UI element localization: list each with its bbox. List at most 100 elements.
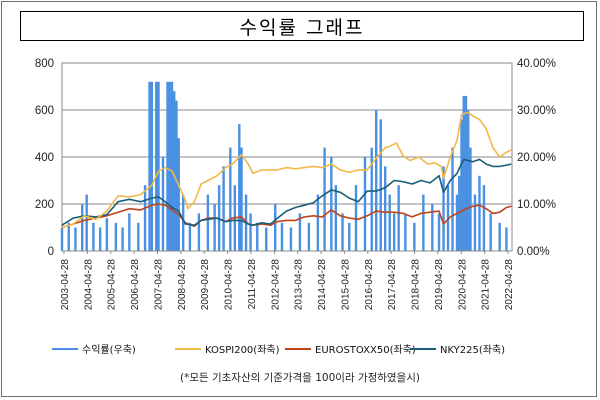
return-bar — [155, 81, 158, 251]
series-point — [472, 115, 474, 117]
series-point — [157, 170, 160, 172]
return-bar — [458, 175, 461, 251]
return-bar — [166, 81, 169, 251]
series-point — [429, 182, 431, 184]
series-point — [294, 168, 297, 170]
series-point — [72, 217, 74, 219]
series-point — [321, 166, 323, 169]
series-point — [505, 151, 507, 153]
series-point — [252, 224, 254, 226]
series-point — [478, 118, 481, 120]
series-point — [95, 216, 97, 218]
return-bar — [60, 227, 64, 251]
legend-label: NKY225(좌축) — [440, 344, 505, 356]
series-point — [472, 161, 474, 163]
return-bar — [92, 222, 95, 251]
series-point — [252, 172, 254, 175]
return-bar — [265, 227, 268, 251]
series-point — [312, 202, 314, 204]
series-point — [438, 210, 440, 212]
series-point — [128, 198, 130, 200]
x-axis-tick-label: 2022-04-28 — [504, 259, 515, 311]
left-axis-tick-label: 600 — [35, 105, 54, 117]
x-axis-tick-label: 2003-04-28 — [60, 259, 71, 311]
series-point — [375, 157, 377, 159]
series-point — [449, 179, 451, 182]
series-point — [157, 196, 160, 198]
return-bar — [462, 95, 465, 251]
return-bar — [217, 185, 221, 251]
series-point — [456, 172, 458, 175]
series-point — [485, 163, 487, 165]
series-point — [478, 158, 481, 160]
series-point — [478, 204, 481, 206]
x-axis-tick-label: 2010-04-28 — [224, 259, 235, 311]
series-point — [357, 201, 359, 203]
series-point — [330, 209, 332, 211]
series-point — [402, 181, 404, 183]
series-point — [294, 219, 297, 222]
x-axis-tick-label: 2005-04-28 — [107, 259, 118, 311]
series-point — [139, 194, 142, 196]
right-axis-tick-label: 0.00% — [517, 246, 550, 258]
return-bar — [482, 185, 486, 251]
series-point — [216, 217, 218, 219]
series-point — [151, 204, 153, 206]
return-bar — [168, 81, 171, 251]
x-axis-tick-label: 2017-04-28 — [387, 259, 398, 311]
series-point — [61, 226, 63, 229]
series-point — [216, 175, 218, 177]
return-bar — [478, 175, 481, 251]
series-point — [106, 213, 108, 216]
x-axis-tick-label: 2014-04-28 — [317, 259, 328, 311]
return-bar — [505, 227, 508, 251]
series-point — [61, 224, 63, 226]
series-point — [463, 209, 465, 211]
series-point — [389, 145, 391, 148]
return-bar — [256, 222, 259, 251]
return-bar — [392, 213, 396, 251]
return-bar — [280, 222, 284, 251]
return-bar — [323, 147, 326, 251]
return-bar — [150, 81, 153, 251]
series-point — [151, 184, 153, 186]
return-bar — [298, 213, 302, 251]
series-point — [366, 190, 368, 192]
return-bar — [161, 157, 165, 251]
left-axis-tick-label: 800 — [35, 58, 54, 70]
series-point — [348, 217, 350, 219]
series-point — [240, 154, 243, 156]
series-point — [128, 208, 130, 210]
return-bar — [289, 227, 293, 251]
series-point — [510, 149, 512, 151]
series-point — [303, 166, 305, 169]
x-axis-tick-label: 2020-04-28 — [457, 259, 468, 311]
return-bar — [316, 194, 320, 251]
right-axis-labels: 0.00% 10.00% 20.00% 30.00% 40.00% — [517, 58, 556, 258]
series-point — [164, 166, 166, 169]
return-bar — [354, 185, 358, 251]
series-point — [240, 219, 243, 222]
return-bar — [206, 194, 210, 251]
series-point — [330, 189, 332, 191]
series-point — [312, 215, 314, 217]
series-point — [438, 175, 440, 177]
right-axis-tick-label: 30.00% — [517, 105, 556, 117]
series-point — [499, 165, 501, 167]
series-point — [83, 219, 86, 222]
series-point — [420, 212, 422, 214]
x-axis-tick-label: 2007-04-28 — [153, 259, 164, 311]
series-point — [207, 179, 209, 182]
series-point — [207, 218, 209, 220]
series-point — [178, 213, 180, 216]
return-bar — [375, 110, 378, 251]
series-point — [276, 169, 279, 171]
x-axis-tick-label: 2011-04-28 — [247, 259, 258, 310]
return-bar — [330, 157, 333, 251]
x-axis-labels: 2003-04-28 2004-04-28 2005-04-28 2006-04-28… — [60, 251, 515, 310]
series-point — [395, 142, 398, 144]
series-point — [402, 212, 404, 214]
return-bar — [455, 194, 459, 251]
return-bar — [157, 81, 160, 251]
